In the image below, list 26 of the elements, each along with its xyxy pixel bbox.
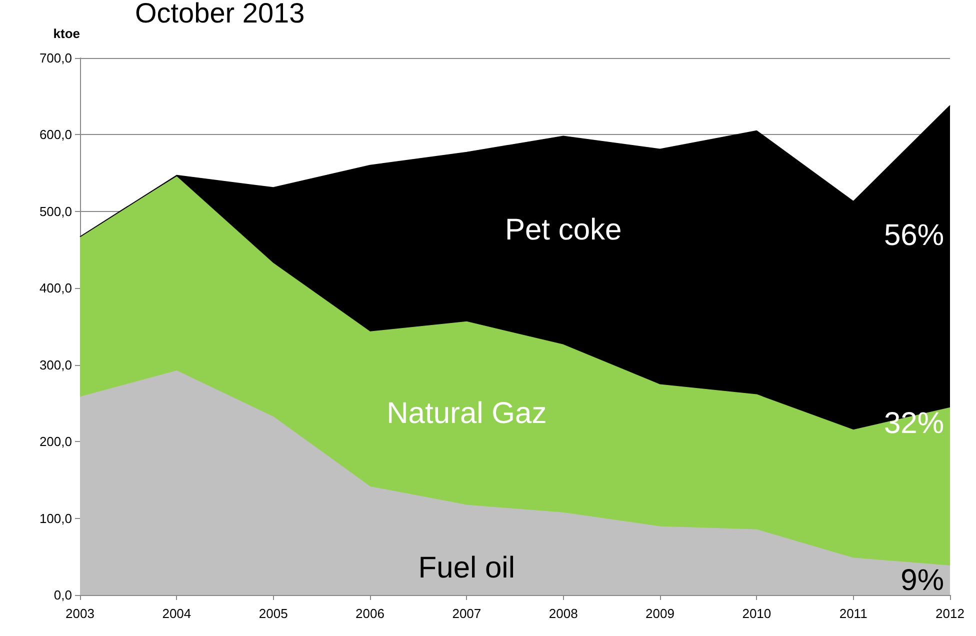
x-tick-label: 2004 [162, 606, 192, 621]
annotation: 56% [884, 219, 944, 252]
y-tick-label: 200,0 [39, 434, 72, 450]
y-tick-label: 600,0 [39, 127, 72, 142]
x-tick-label: 2007 [452, 606, 482, 621]
annotation: 32% [884, 407, 944, 440]
x-tick-label: 2012 [936, 606, 964, 621]
x-tick-label: 2006 [356, 606, 384, 621]
chart-title: October 2013 [135, 0, 305, 28]
x-tick-label: 2011 [839, 606, 868, 621]
x-tick-label: 2005 [258, 606, 288, 621]
annotation: 9% [900, 564, 944, 597]
y-tick-label: 100,0 [39, 510, 72, 526]
x-tick-label: 2009 [646, 606, 674, 621]
x-tick-label: 2008 [548, 606, 578, 621]
series-label: Fuel oil [418, 552, 516, 585]
series-label: Pet coke [504, 214, 622, 247]
y-tick-label: 400,0 [39, 280, 72, 296]
y-tick-label: 0,0 [54, 588, 72, 602]
y-tick-label: 500,0 [39, 204, 72, 219]
y-tick-label: 700,0 [39, 50, 72, 66]
x-tick-label: 2003 [66, 606, 94, 621]
series-label: Natural Gaz [386, 397, 547, 430]
y-axis-title: ktoe [53, 26, 80, 41]
y-tick-label: 300,0 [39, 357, 72, 372]
x-tick-label: 2010 [742, 606, 772, 621]
